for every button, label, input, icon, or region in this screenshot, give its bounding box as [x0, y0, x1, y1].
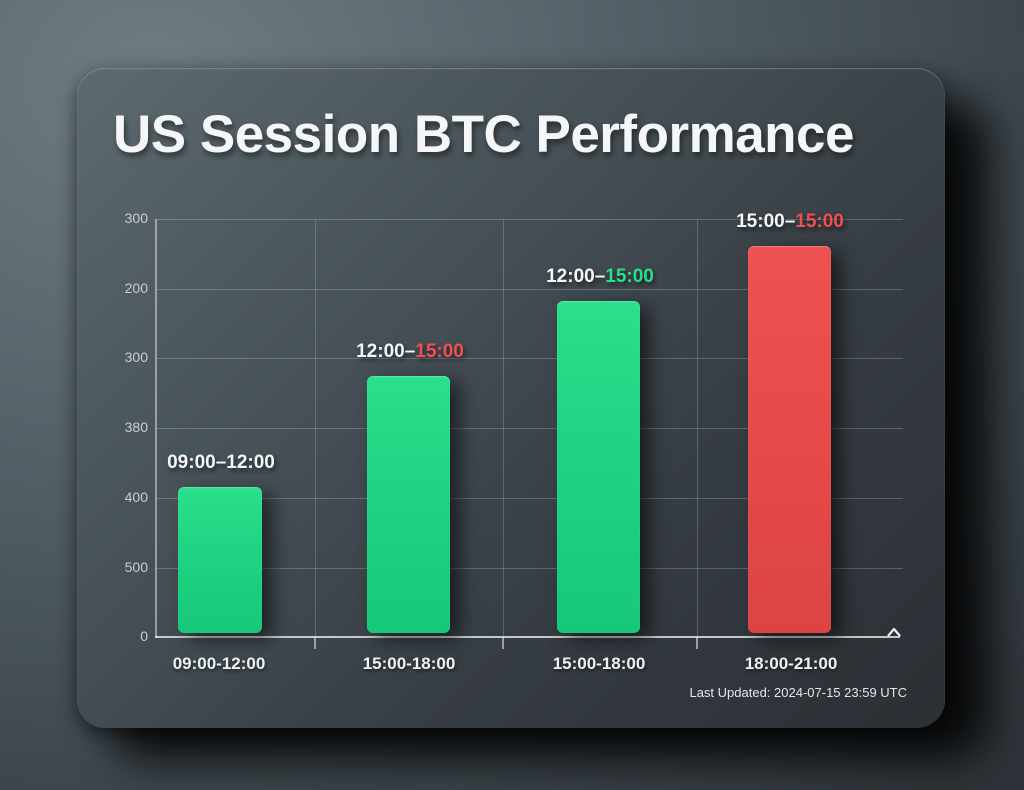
bar-data-label: 12:00–15:00 [546, 266, 654, 288]
y-tick-label: 300 [124, 210, 148, 226]
bar-label-highlight: 15:00 [605, 266, 654, 287]
bar-label-main: 12:00– [356, 341, 416, 362]
gridline-h [156, 498, 903, 499]
y-tick-label: 200 [124, 280, 148, 296]
x-axis-arrow-icon [887, 627, 901, 637]
bar-label-main: 15:00– [736, 211, 796, 232]
chart-title: US Session BTC Performance [113, 105, 855, 164]
gridline-h [156, 289, 903, 290]
x-category-label: 15:00-18:00 [552, 654, 646, 673]
gridline-h [156, 568, 903, 569]
gridline-v [697, 219, 698, 637]
y-tick-label: 400 [124, 489, 148, 505]
x-category-label: 18:00-21:00 [744, 654, 838, 673]
bar-data-label: 09:00–12:00 [167, 452, 275, 474]
bar-label-main: 09:00–12:00 [167, 452, 275, 473]
y-tick-label: 380 [124, 419, 148, 435]
bar-18-21[interactable] [748, 246, 831, 633]
gridline-h [156, 428, 903, 429]
bar-15-18-b[interactable] [557, 301, 640, 633]
bar-label-highlight: 15:00 [795, 211, 844, 232]
bar-label-main: 12:00– [546, 266, 606, 287]
gridline-h [156, 358, 903, 359]
x-axis-line [155, 636, 900, 638]
bar-data-label: 12:00–15:00 [356, 341, 464, 363]
bar-15-18-a[interactable] [367, 376, 450, 633]
gridline-h [156, 219, 903, 220]
x-axis-tick [502, 637, 504, 649]
last-updated-timestamp: Last Updated: 2024-07-15 23:59 UTC [689, 685, 907, 700]
x-category-label: 15:00-18:00 [362, 654, 456, 673]
x-axis-tick [314, 637, 316, 649]
y-tick-label: 300 [124, 349, 148, 365]
y-tick-label: 0 [140, 628, 148, 644]
gridline-v [503, 219, 504, 637]
bar-label-highlight: 15:00 [415, 341, 464, 362]
bar-09-12[interactable] [178, 487, 262, 633]
y-axis-line [155, 219, 157, 638]
x-axis-tick [696, 637, 698, 649]
gridline-v [315, 219, 316, 637]
bar-data-label: 15:00–15:00 [736, 211, 844, 233]
x-category-label: 09:00-12:00 [172, 654, 266, 673]
y-tick-label: 500 [124, 559, 148, 575]
